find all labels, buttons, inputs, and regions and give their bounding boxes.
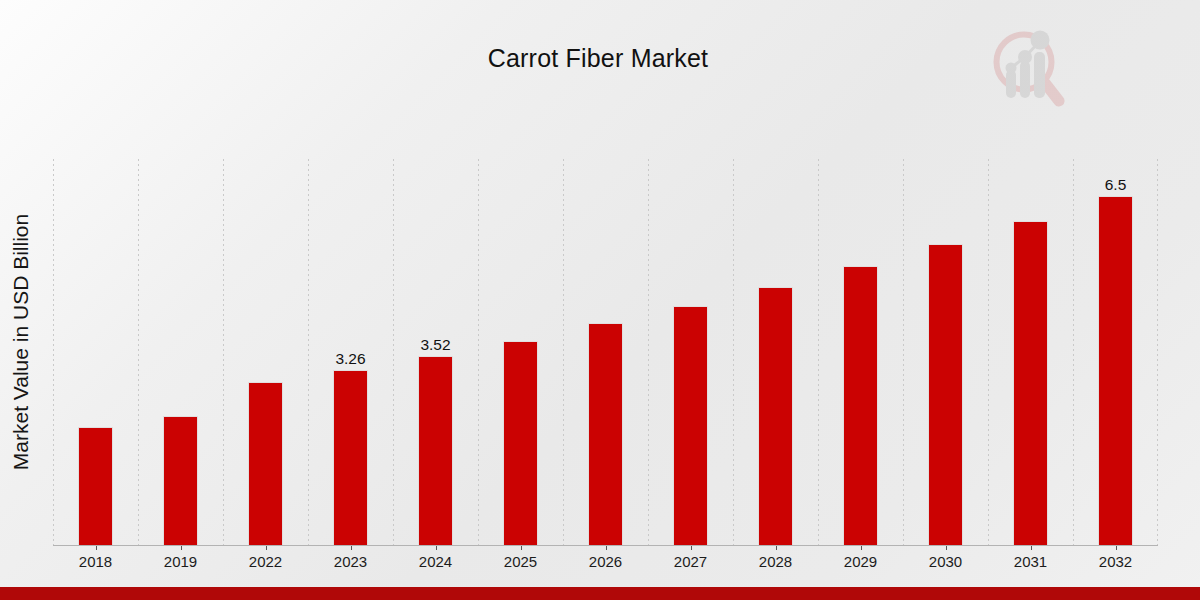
- footer-accent-bar: [0, 587, 1200, 600]
- x-tick: [776, 546, 777, 550]
- y-axis-label: Market Value in USD Billion: [9, 172, 33, 512]
- gridline: [563, 159, 564, 545]
- x-tick: [436, 546, 437, 550]
- x-tick: [96, 546, 97, 550]
- bar: [928, 244, 963, 545]
- bar: [333, 370, 368, 545]
- bar: [673, 306, 708, 545]
- chart-canvas: Carrot Fiber Market Market Value in USD …: [0, 0, 1200, 600]
- bar-value-label: 6.5: [1073, 176, 1158, 194]
- gridline: [223, 159, 224, 545]
- gridline: [1073, 159, 1074, 545]
- bar: [248, 382, 283, 545]
- x-axis-label: 2024: [393, 553, 478, 570]
- x-tick: [861, 546, 862, 550]
- bar: [503, 341, 538, 545]
- bar-value-label: 3.52: [393, 336, 478, 354]
- x-axis-label: 2019: [138, 553, 223, 570]
- gridline: [988, 159, 989, 545]
- x-axis-label: 2023: [308, 553, 393, 570]
- x-axis-label: 2031: [988, 553, 1073, 570]
- x-axis-label: 2027: [648, 553, 733, 570]
- x-tick: [1031, 546, 1032, 550]
- x-axis-label: 2029: [818, 553, 903, 570]
- brand-logo-icon: [986, 24, 1078, 116]
- gridline: [733, 159, 734, 545]
- bar: [418, 356, 453, 545]
- bar: [1098, 196, 1133, 545]
- bar: [843, 266, 878, 545]
- x-tick: [266, 546, 267, 550]
- bar-value-label: 3.26: [308, 350, 393, 368]
- plot-area: 2018201920223.2620233.522024202520262027…: [53, 159, 1158, 546]
- x-axis-label: 2026: [563, 553, 648, 570]
- gridline: [648, 159, 649, 545]
- x-axis-label: 2018: [53, 553, 138, 570]
- x-tick: [521, 546, 522, 550]
- gridline: [478, 159, 479, 545]
- bar: [163, 416, 198, 545]
- x-tick: [606, 546, 607, 550]
- x-axis-label: 2030: [903, 553, 988, 570]
- x-axis-label: 2025: [478, 553, 563, 570]
- gridline: [818, 159, 819, 545]
- x-tick: [946, 546, 947, 550]
- x-tick: [351, 546, 352, 550]
- gridline: [138, 159, 139, 545]
- bar: [758, 287, 793, 545]
- gridline: [1157, 159, 1158, 545]
- x-tick: [1116, 546, 1117, 550]
- bar: [78, 427, 113, 545]
- bar: [588, 323, 623, 545]
- x-tick: [181, 546, 182, 550]
- gridline: [903, 159, 904, 545]
- x-axis-label: 2032: [1073, 553, 1158, 570]
- gridline: [53, 159, 54, 545]
- x-axis-label: 2028: [733, 553, 818, 570]
- x-tick: [691, 546, 692, 550]
- bar: [1013, 221, 1048, 545]
- x-axis-label: 2022: [223, 553, 308, 570]
